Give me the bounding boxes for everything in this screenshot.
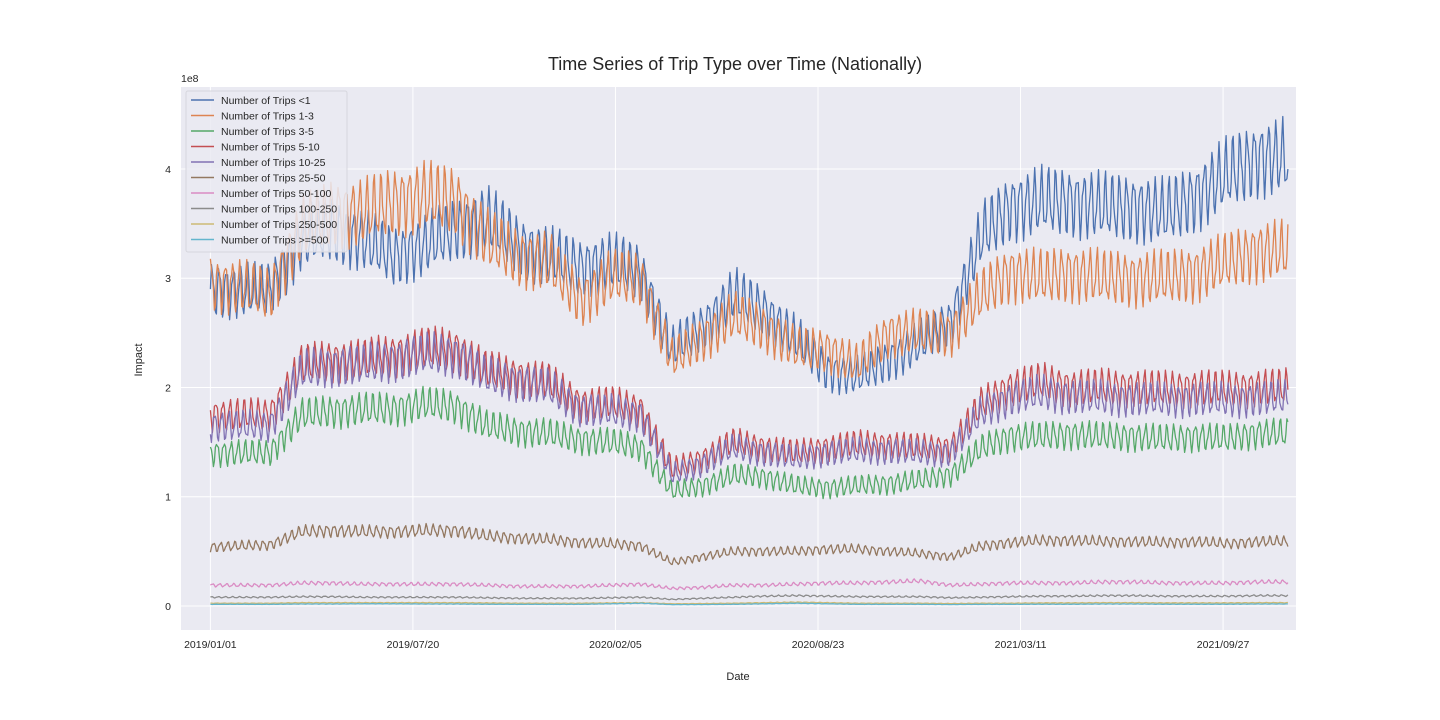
- x-tick-label: 2019/01/01: [184, 639, 237, 651]
- chart-title: Time Series of Trip Type over Time (Nati…: [548, 54, 922, 74]
- series-line: [210, 601, 1288, 605]
- series-line: [209, 325, 1289, 477]
- legend-entry: Number of Trips 25-50: [221, 173, 326, 185]
- x-axis-label: Date: [726, 671, 749, 683]
- legend-box: [185, 90, 348, 253]
- x-tick-label: 2020/08/23: [792, 639, 845, 651]
- legend-entry: Number of Trips 50-100: [221, 188, 331, 200]
- x-tick-label: 2019/07/20: [387, 639, 440, 651]
- y-axis-offset-label: 1e8: [181, 73, 199, 85]
- series-line: [209, 522, 1289, 566]
- series-line: [209, 331, 1289, 483]
- y-tick-label: 0: [165, 601, 171, 613]
- legend-entry: Number of Trips 100-250: [221, 204, 337, 216]
- series-line: [209, 385, 1289, 500]
- legend-entry: Number of Trips 1-3: [221, 111, 314, 123]
- series-line: [210, 593, 1289, 601]
- series-line: [210, 578, 1289, 591]
- axis-ticks: 2019/01/01 2019/07/20 2020/02/05 2020/08/23…: [165, 164, 1249, 651]
- x-tick-label: 2020/02/05: [589, 639, 642, 651]
- y-tick-label: 3: [165, 273, 171, 285]
- y-tick-label: 1: [165, 492, 171, 504]
- legend-entry: Number of Trips 3-5: [221, 126, 314, 138]
- y-tick-label: 4: [165, 164, 171, 176]
- x-tick-label: 2021/03/11: [995, 639, 1047, 651]
- legend-entry: Number of Trips <1: [221, 95, 311, 107]
- legend-entry: Number of Trips >=500: [221, 235, 329, 247]
- legend-entry: Number of Trips 10-25: [221, 157, 326, 169]
- legend: Number of Trips <1 Number of Trips 1-3 Num…: [185, 90, 348, 253]
- series-line: [210, 602, 1288, 606]
- y-axis-label: Impact: [133, 343, 145, 376]
- legend-entry: Number of Trips 5-10: [221, 142, 320, 154]
- series-line: [209, 159, 1289, 379]
- legend-entry: Number of Trips 250-500: [221, 219, 337, 231]
- x-tick-label: 2021/09/27: [1197, 639, 1250, 651]
- series-lines: [209, 115, 1289, 606]
- y-tick-label: 2: [165, 382, 171, 394]
